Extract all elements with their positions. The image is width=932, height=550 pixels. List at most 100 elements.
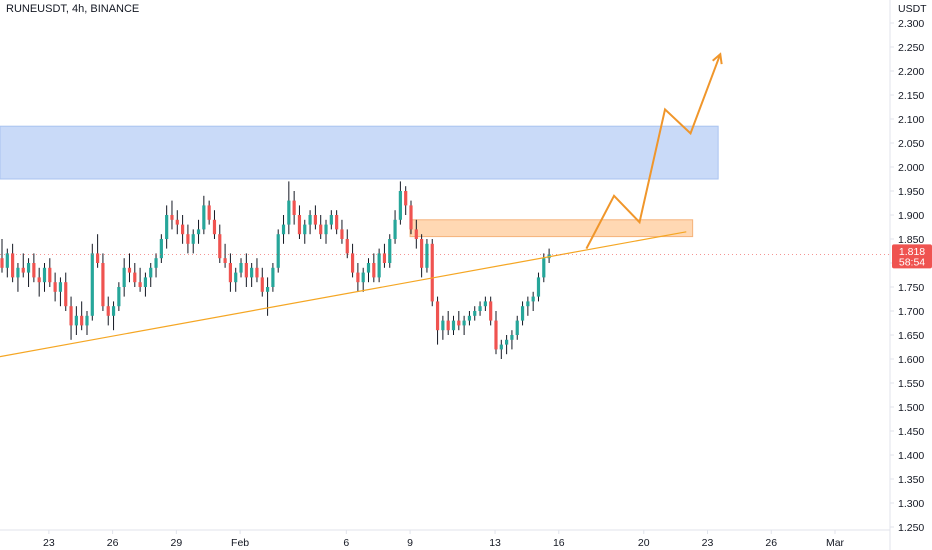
candle	[287, 181, 291, 235]
candle-body	[165, 215, 169, 239]
price-tick-label: 2.100	[898, 114, 924, 126]
candle	[260, 267, 264, 297]
time-tick-label: 26	[765, 537, 777, 549]
time-tick-label: 20	[638, 537, 650, 549]
price-axis[interactable]: USDT 2.300 2.250 2.200 2.150 2.100 2.050 2.000 1…	[889, 0, 932, 550]
candle	[499, 339, 503, 359]
candle	[181, 215, 185, 244]
candle-body	[494, 320, 498, 350]
candle	[420, 234, 424, 278]
candle-body	[133, 272, 137, 283]
candle	[441, 315, 445, 340]
candle	[48, 258, 52, 287]
price-tick-label: 1.500	[898, 402, 924, 414]
candle-body	[74, 315, 78, 326]
price-tick-label: 2.050	[898, 138, 924, 150]
candle	[271, 263, 275, 292]
candle	[340, 219, 344, 244]
candle	[42, 263, 47, 292]
candle	[430, 239, 434, 307]
candle	[53, 272, 57, 302]
price-tick-label: 1.700	[898, 306, 924, 318]
candle	[133, 263, 137, 287]
candle-body	[207, 205, 211, 220]
candle	[335, 210, 339, 235]
candle	[37, 267, 41, 297]
candle	[536, 272, 541, 302]
candle-body	[202, 205, 206, 230]
candle	[255, 258, 259, 283]
candle	[382, 243, 387, 268]
candle-body	[292, 200, 296, 215]
resistance-zone	[0, 125, 719, 180]
candle-body	[414, 229, 418, 239]
candle-body	[85, 315, 89, 326]
candle-body	[265, 287, 270, 292]
candle-body	[212, 219, 217, 235]
candle	[398, 181, 402, 225]
candle-body	[0, 258, 4, 268]
candle	[388, 234, 392, 268]
candle-body	[473, 311, 477, 316]
candle	[414, 219, 418, 249]
candle	[356, 263, 360, 292]
candle-body	[122, 267, 126, 287]
candle	[425, 239, 429, 273]
candle-body	[356, 272, 360, 283]
candle-body	[223, 258, 227, 263]
candle	[26, 258, 31, 287]
candle-body	[16, 267, 20, 278]
time-tick-label: 6	[343, 537, 349, 549]
price-tick-label: 2.300	[898, 18, 924, 30]
time-axis[interactable]: 23 26 29 Feb 6 9 13 16 20 23 26 Mar	[0, 529, 890, 549]
candle-body	[297, 215, 302, 235]
candle	[69, 296, 73, 340]
candle	[478, 301, 482, 316]
candle	[404, 186, 408, 215]
candle	[329, 210, 333, 230]
candle-body	[515, 320, 519, 335]
candle	[196, 219, 201, 244]
candle	[5, 248, 9, 278]
price-axis-unit: USDT	[898, 3, 927, 15]
candle	[122, 258, 126, 297]
candle	[276, 229, 280, 273]
time-tick-label: 23	[43, 537, 55, 549]
candle	[350, 243, 355, 278]
candle	[446, 311, 450, 335]
candle	[319, 215, 323, 239]
candle	[473, 306, 477, 321]
candle	[324, 219, 328, 244]
candle-body	[58, 282, 63, 292]
candle-body	[489, 301, 493, 321]
candle-body	[499, 344, 503, 350]
candle	[106, 296, 110, 326]
candle	[101, 253, 105, 311]
price-tick-label: 1.350	[898, 474, 924, 486]
candle-body	[319, 224, 323, 235]
candle-body	[191, 234, 195, 244]
candle-body	[260, 277, 264, 292]
candle-body	[382, 253, 387, 263]
bar-countdown: 58:54	[899, 256, 925, 268]
price-tick-label: 1.400	[898, 450, 924, 462]
candle-body	[149, 267, 153, 278]
candle	[377, 248, 381, 283]
candle	[297, 205, 302, 239]
candle	[303, 219, 307, 244]
candle	[244, 253, 248, 287]
candle-body	[90, 253, 94, 316]
candle-body	[138, 282, 142, 287]
candle	[531, 291, 535, 311]
candle	[361, 267, 365, 292]
candle	[281, 215, 286, 244]
candle-body	[69, 306, 73, 326]
candle	[127, 253, 132, 283]
candle-body	[542, 258, 546, 278]
candle-body	[462, 320, 466, 326]
candle-body	[393, 219, 397, 239]
time-tick-label: 26	[107, 537, 119, 549]
candle	[149, 263, 153, 287]
candle	[505, 335, 509, 355]
